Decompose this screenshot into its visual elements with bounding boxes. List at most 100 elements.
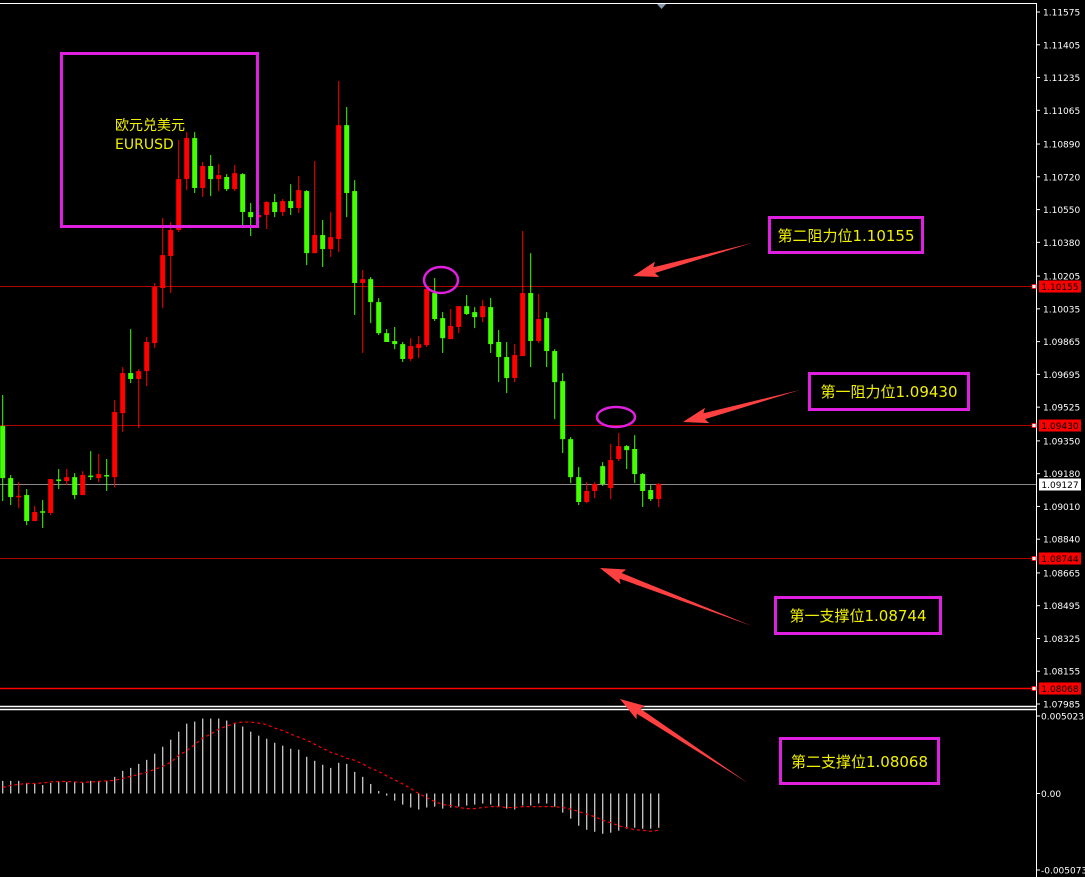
chart-shift-marker-icon: [657, 4, 666, 9]
candle: [120, 367, 126, 433]
candle-body: [464, 306, 470, 315]
candle-body: [592, 484, 598, 492]
candle-body: [144, 342, 150, 372]
level-price-tag: [1039, 280, 1081, 293]
candle: [392, 326, 398, 350]
candle: [376, 298, 382, 336]
candle: [576, 467, 582, 506]
candle: [192, 132, 198, 193]
candle-body: [648, 490, 654, 500]
candle: [512, 344, 518, 383]
candle-body: [208, 166, 214, 180]
macd-y-tick-label: -0.005073: [1041, 867, 1085, 877]
candle: [312, 161, 318, 254]
candle: [200, 161, 206, 198]
y-tick-label: 1.08495: [1043, 602, 1080, 612]
candle: [624, 445, 630, 470]
candle: [72, 473, 78, 500]
candle-body: [472, 312, 478, 318]
level-line-handle: [1031, 284, 1037, 289]
candle-body: [112, 411, 118, 478]
candle: [344, 107, 350, 218]
candle: [400, 342, 406, 363]
candle: [496, 330, 502, 383]
y-tick-label: 1.11405: [1043, 41, 1080, 51]
candle-body: [656, 483, 662, 500]
candle-body: [216, 175, 222, 180]
candle: [232, 165, 238, 192]
level-line-handle: [1031, 423, 1037, 428]
level-price-tag: [1039, 552, 1081, 565]
candle-body: [352, 191, 358, 284]
level-price-tag-text: 1.08068: [1041, 685, 1078, 695]
price-axis: 1.10155 1.09430 1.08744 1.08068 1.09127 1.115…: [1031, 9, 1085, 877]
candle: [472, 307, 478, 329]
symbol-annotation-box: 欧元兑美元 EURUSD: [60, 52, 259, 228]
candle-body: [608, 459, 614, 489]
candle-body: [128, 373, 134, 380]
candle-body: [480, 306, 486, 318]
candle: [152, 283, 158, 348]
candle: [208, 155, 214, 197]
level-price-tag: [1039, 419, 1081, 432]
level-line-handle: [1031, 686, 1037, 691]
candle-body: [104, 475, 110, 477]
candle-body: [344, 125, 350, 193]
candle: [176, 139, 182, 233]
macd-y-tick-label: 0.005023: [1041, 713, 1084, 723]
candle: [80, 471, 86, 496]
level-price-tag-text: 1.10155: [1041, 283, 1078, 293]
resistance-2-label: 第二阻力位1.10155: [768, 216, 924, 254]
candle-body: [384, 333, 390, 343]
y-tick-label: 1.10205: [1043, 273, 1080, 283]
symbol-title-cn: 欧元兑美元: [115, 118, 185, 134]
candle-body: [40, 511, 46, 513]
candle: [64, 469, 70, 486]
candle: [560, 373, 566, 454]
candle: [616, 432, 622, 462]
arrow-icon: [683, 390, 800, 424]
macd-indicator: [2, 718, 660, 834]
candle-body: [576, 477, 582, 502]
candle: [320, 219, 326, 268]
y-tick-label: 1.10550: [1043, 206, 1080, 216]
y-tick-label: 1.08665: [1043, 569, 1080, 579]
macd-signal-line: [2, 721, 659, 832]
candle: [216, 164, 222, 192]
candle-body: [184, 138, 190, 180]
candle: [48, 479, 54, 516]
candle: [608, 443, 614, 500]
candle-body: [96, 474, 102, 479]
y-tick-label: 1.11575: [1043, 9, 1080, 19]
candle: [352, 180, 358, 316]
candle: [224, 174, 230, 192]
y-tick-label: 1.08325: [1043, 635, 1080, 645]
level-price-tag-text: 1.09430: [1041, 422, 1078, 432]
candle-body: [336, 125, 342, 240]
candle-body: [288, 201, 294, 209]
candle-body: [16, 495, 22, 498]
candle-body: [552, 351, 558, 383]
symbol-title: EURUSD: [115, 137, 174, 153]
candle-body: [512, 355, 518, 379]
candle-body: [264, 202, 270, 215]
current-price-tag-text: 1.09127: [1041, 481, 1078, 491]
support-1-label: 第一支撑位1.08744: [774, 596, 942, 635]
candle: [568, 437, 574, 484]
y-tick-label: 1.08155: [1043, 668, 1080, 678]
candle-body: [392, 341, 398, 345]
candle: [528, 253, 534, 368]
candle-body: [504, 357, 510, 379]
candle: [112, 400, 118, 488]
candle-body: [376, 302, 382, 334]
support-2-label: 第二支撑位1.08068: [779, 737, 940, 785]
candle-body: [192, 138, 198, 188]
candle: [8, 475, 14, 506]
y-tick-label: 1.09350: [1043, 437, 1080, 447]
candles: [0, 81, 662, 529]
candle: [424, 288, 430, 348]
candle-body: [328, 237, 334, 250]
candle: [448, 309, 454, 340]
candle-body: [0, 426, 6, 479]
